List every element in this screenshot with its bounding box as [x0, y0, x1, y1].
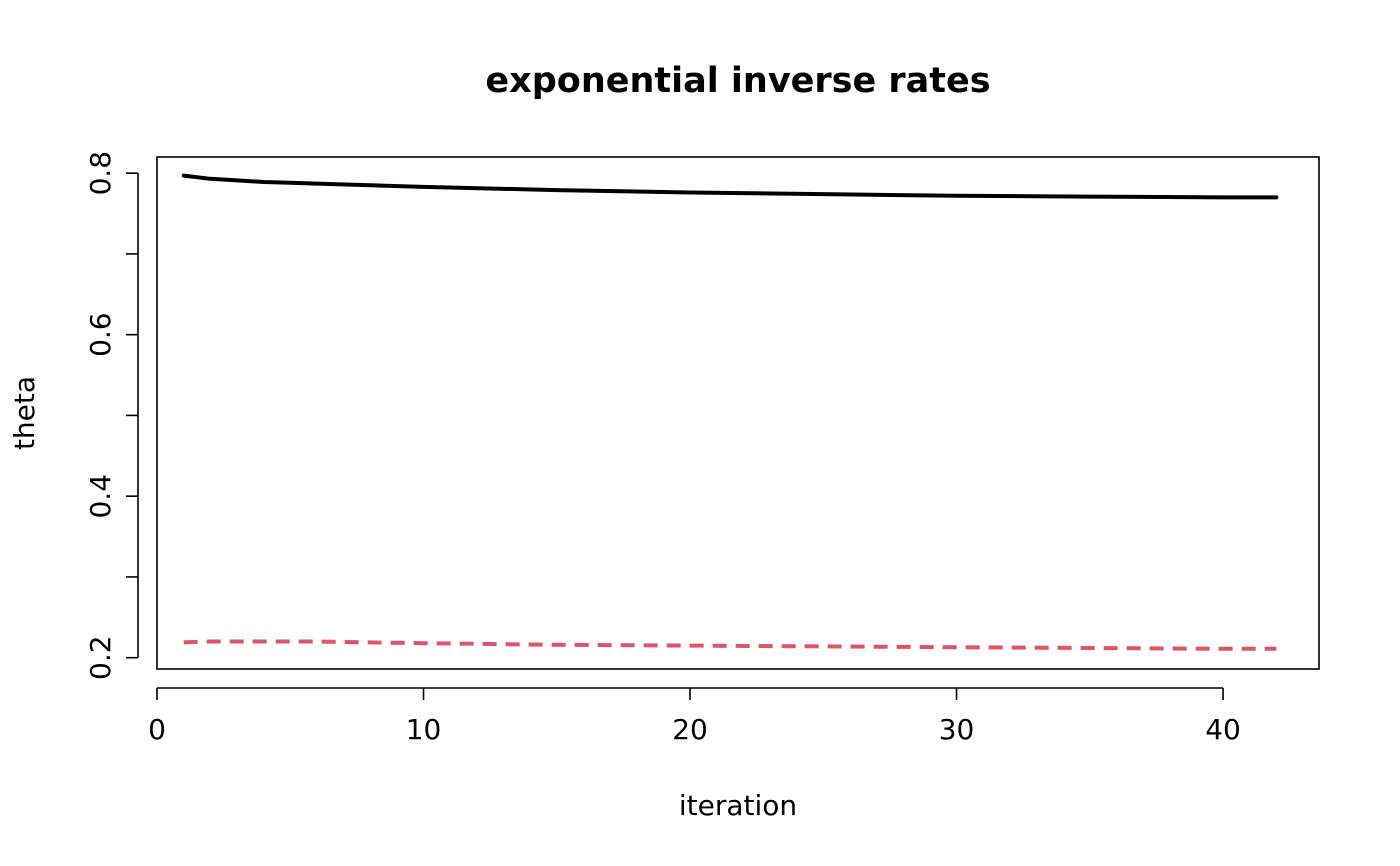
x-tick-label: 40 — [1205, 713, 1241, 746]
x-axis-label: iteration — [679, 789, 797, 822]
x-tick-label: 20 — [672, 713, 708, 746]
y-axis-label: theta — [8, 376, 41, 450]
y-tick-label: 0.2 — [84, 635, 117, 680]
series-layer — [181, 173, 1279, 651]
y-tick-label: 0.6 — [84, 312, 117, 357]
y-tick-label: 0.8 — [84, 151, 117, 196]
chart-title: exponential inverse rates — [485, 61, 990, 101]
x-tick-label: 10 — [406, 713, 442, 746]
y-axis: 0.2 0.4 0.6 0.8 — [84, 151, 139, 680]
series-line-2 — [183, 639, 1277, 651]
plot-frame — [156, 156, 1320, 670]
series-line-1 — [181, 173, 1279, 200]
x-tick-label: 0 — [148, 713, 166, 746]
x-axis: 0 10 20 30 40 — [148, 687, 1241, 746]
y-tick-label: 0.4 — [84, 474, 117, 519]
x-tick-label: 30 — [939, 713, 975, 746]
